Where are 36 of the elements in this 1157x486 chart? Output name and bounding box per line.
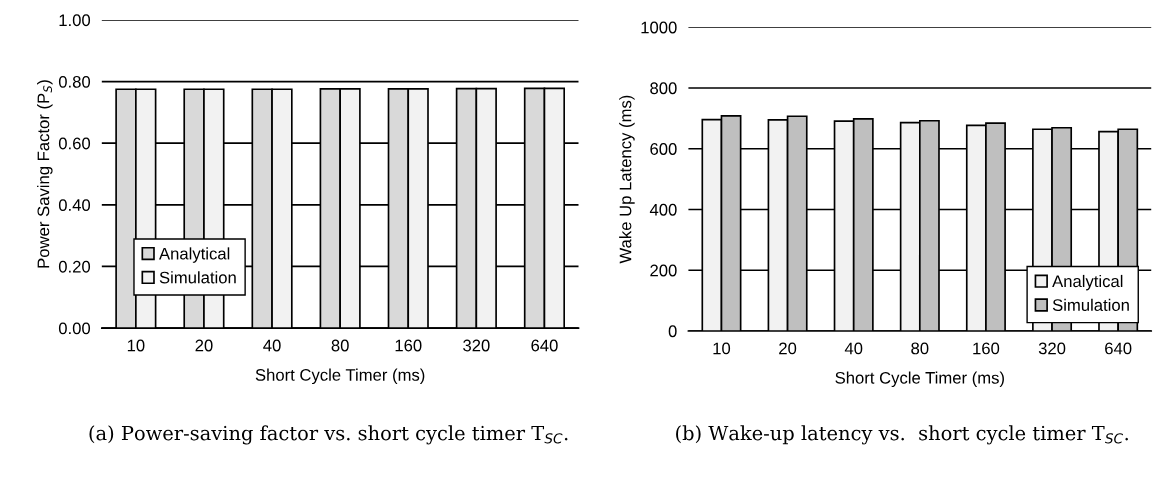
y-tick-label: 200 bbox=[650, 264, 677, 277]
x-tick-label: 80 bbox=[331, 339, 349, 352]
x-tick-label: 20 bbox=[779, 342, 797, 355]
x-tick-label: 160 bbox=[395, 339, 422, 352]
y-tick-label: 1000 bbox=[641, 21, 677, 34]
x-tick-label: 640 bbox=[531, 339, 558, 352]
y-axis-title: Wake Up Latency (ms) bbox=[619, 95, 635, 264]
legend-label: Analytical bbox=[159, 247, 230, 263]
x-tick-label: 10 bbox=[127, 339, 145, 352]
y-tick-label: 0.40 bbox=[58, 199, 91, 211]
legend-label: Simulation bbox=[1052, 298, 1129, 312]
legend-label: Simulation bbox=[159, 271, 236, 284]
x-axis-title: Short Cycle Timer (ms) bbox=[835, 371, 1004, 388]
y-tick-label: 0 bbox=[668, 325, 677, 338]
y-tick-label: 0.00 bbox=[58, 322, 91, 335]
y-tick-label: 800 bbox=[650, 82, 677, 95]
y-tick-label: 0.80 bbox=[58, 75, 91, 88]
y-axis-title: Power Saving Factor (P$_{S}$) bbox=[37, 80, 53, 268]
x-tick-label: 320 bbox=[463, 339, 490, 352]
legend-label: Analytical bbox=[1052, 274, 1123, 291]
y-tick-label: 1.00 bbox=[59, 14, 91, 27]
y-tick-label: 400 bbox=[649, 203, 677, 216]
y-tick-label: 0.20 bbox=[58, 260, 91, 273]
x-tick-label: 320 bbox=[1038, 342, 1066, 355]
x-tick-label: 80 bbox=[911, 342, 929, 355]
text: (a) Power-saving factor vs. short cycle timer T$_{SC}$. bbox=[89, 425, 568, 445]
x-tick-label: 160 bbox=[973, 342, 1000, 355]
x-tick-label: 640 bbox=[1105, 342, 1132, 355]
text: (b) Wake-up latency vs. short cycle timer T$_{SC}$. bbox=[676, 425, 1128, 445]
y-tick-label: 600 bbox=[650, 143, 677, 155]
x-tick-label: 40 bbox=[263, 339, 281, 352]
x-axis-title: Short Cycle Timer (ms) bbox=[255, 368, 425, 385]
x-tick-label: 20 bbox=[195, 339, 213, 352]
y-tick-label: 0.60 bbox=[58, 137, 91, 150]
x-tick-label: 10 bbox=[713, 342, 731, 355]
x-tick-label: 40 bbox=[844, 342, 863, 355]
